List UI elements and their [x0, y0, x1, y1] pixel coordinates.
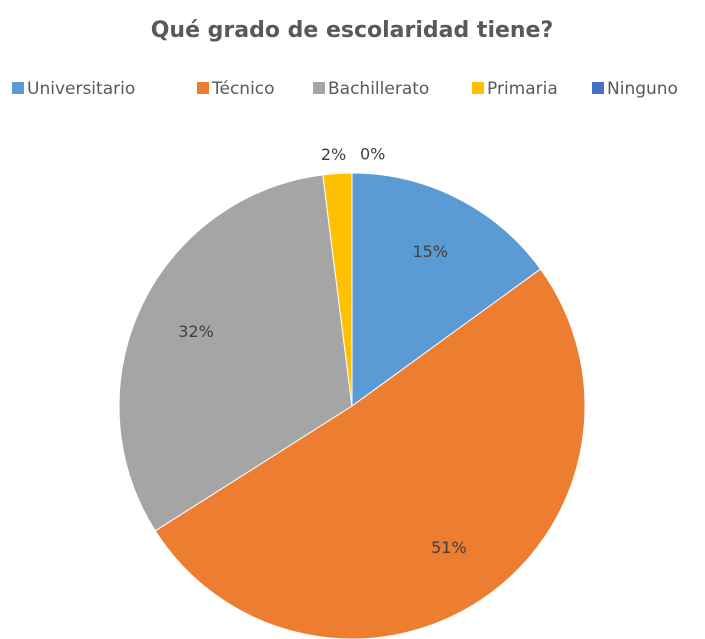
- legend-label: Universitario: [27, 79, 135, 99]
- data-label: 32%: [178, 322, 214, 341]
- pie-slice: [154, 268, 586, 639]
- data-label: 51%: [431, 538, 467, 557]
- legend-label: Primaria: [487, 79, 558, 99]
- data-label: 2%: [321, 145, 346, 164]
- legend-swatch: [197, 82, 209, 94]
- data-label: 0%: [360, 145, 385, 164]
- chart-title: Qué grado de escolaridad tiene?: [151, 18, 554, 43]
- legend-label: Bachillerato: [328, 79, 429, 99]
- legend-swatch: [592, 82, 604, 94]
- legend-swatch: [12, 82, 24, 94]
- legend-swatch: [472, 82, 484, 94]
- data-label: 15%: [412, 242, 448, 261]
- legend-label: Técnico: [211, 79, 275, 99]
- legend-swatch: [313, 82, 325, 94]
- pie-slice: [118, 174, 353, 532]
- pie-slice: [351, 172, 542, 407]
- legend-label: Ninguno: [607, 79, 678, 99]
